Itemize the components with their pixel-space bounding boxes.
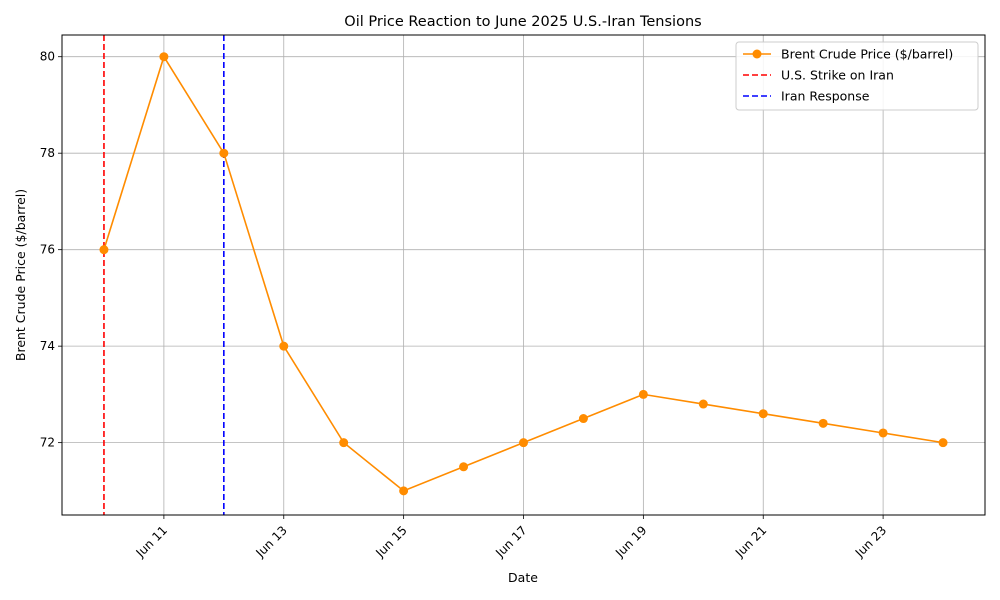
grid-lines <box>62 35 985 515</box>
x-tick-label: Jun 15 <box>372 523 409 560</box>
x-tick-label: Jun 21 <box>732 523 769 560</box>
data-point <box>339 438 349 448</box>
data-point <box>279 341 289 351</box>
legend-box <box>735 41 979 111</box>
y-tick-label: 80 <box>40 50 55 64</box>
legend-label-series: Brent Crude Price ($/barrel) <box>781 47 953 62</box>
data-point <box>399 486 409 496</box>
x-tick-label: Jun 19 <box>612 523 649 560</box>
legend-label-response: Iran Response <box>781 89 870 104</box>
data-point <box>938 438 948 448</box>
legend: Brent Crude Price ($/barrel) U.S. Strike… <box>735 41 979 111</box>
x-tick-label: Jun 11 <box>133 523 170 560</box>
legend-marker-series <box>752 49 762 59</box>
y-axis-ticks: 72 74 76 78 80 <box>40 50 62 450</box>
data-point <box>878 428 888 438</box>
x-tick-label: Jun 23 <box>852 523 889 560</box>
data-point <box>698 399 708 409</box>
x-tick-label: Jun 17 <box>492 523 529 560</box>
data-point <box>638 389 648 399</box>
chart-title: Oil Price Reaction to June 2025 U.S.-Ira… <box>344 14 701 30</box>
data-point <box>758 409 768 419</box>
data-point <box>99 245 109 255</box>
series-layer <box>99 52 948 496</box>
data-point <box>818 418 828 428</box>
y-tick-label: 76 <box>40 243 55 257</box>
legend-label-strike: U.S. Strike on Iran <box>781 68 894 83</box>
x-axis-label: Date <box>508 570 538 585</box>
event-lines <box>103 35 225 515</box>
x-tick-label: Jun 13 <box>253 523 290 560</box>
data-point <box>519 438 528 448</box>
data-point <box>459 462 469 472</box>
x-axis-ticks: Jun 11 Jun 13 Jun 15 Jun 17 Jun 19 Jun 21 Jun … <box>133 515 889 561</box>
data-point <box>578 414 588 424</box>
data-point <box>159 52 169 62</box>
y-tick-label: 72 <box>40 436 55 450</box>
y-tick-label: 74 <box>40 339 55 353</box>
data-point <box>219 148 229 158</box>
y-tick-label: 78 <box>40 146 55 160</box>
y-axis-label: Brent Crude Price ($/barrel) <box>13 189 28 361</box>
